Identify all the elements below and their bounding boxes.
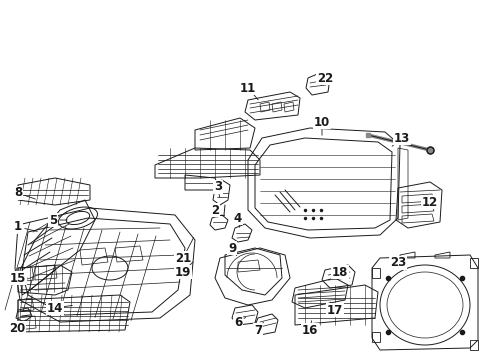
Text: 23: 23 xyxy=(390,256,406,270)
Text: 7: 7 xyxy=(254,324,262,337)
Text: 3: 3 xyxy=(214,180,222,194)
Text: 6: 6 xyxy=(234,315,242,328)
Text: 22: 22 xyxy=(317,72,333,85)
Text: 21: 21 xyxy=(175,252,191,265)
Text: 5: 5 xyxy=(49,213,57,226)
Text: 18: 18 xyxy=(332,266,348,279)
Text: 19: 19 xyxy=(175,266,191,279)
Text: 12: 12 xyxy=(422,195,438,208)
Text: 11: 11 xyxy=(240,81,256,94)
Text: 10: 10 xyxy=(314,116,330,129)
Text: 13: 13 xyxy=(394,131,410,144)
Text: 8: 8 xyxy=(14,186,22,199)
Text: 1: 1 xyxy=(14,220,22,234)
Text: 9: 9 xyxy=(228,242,236,255)
Text: 4: 4 xyxy=(234,211,242,225)
Text: 20: 20 xyxy=(9,321,25,334)
Text: 17: 17 xyxy=(327,303,343,316)
Text: 14: 14 xyxy=(47,302,63,315)
Text: 2: 2 xyxy=(211,203,219,216)
Text: 16: 16 xyxy=(302,324,318,337)
Text: 15: 15 xyxy=(10,271,26,284)
